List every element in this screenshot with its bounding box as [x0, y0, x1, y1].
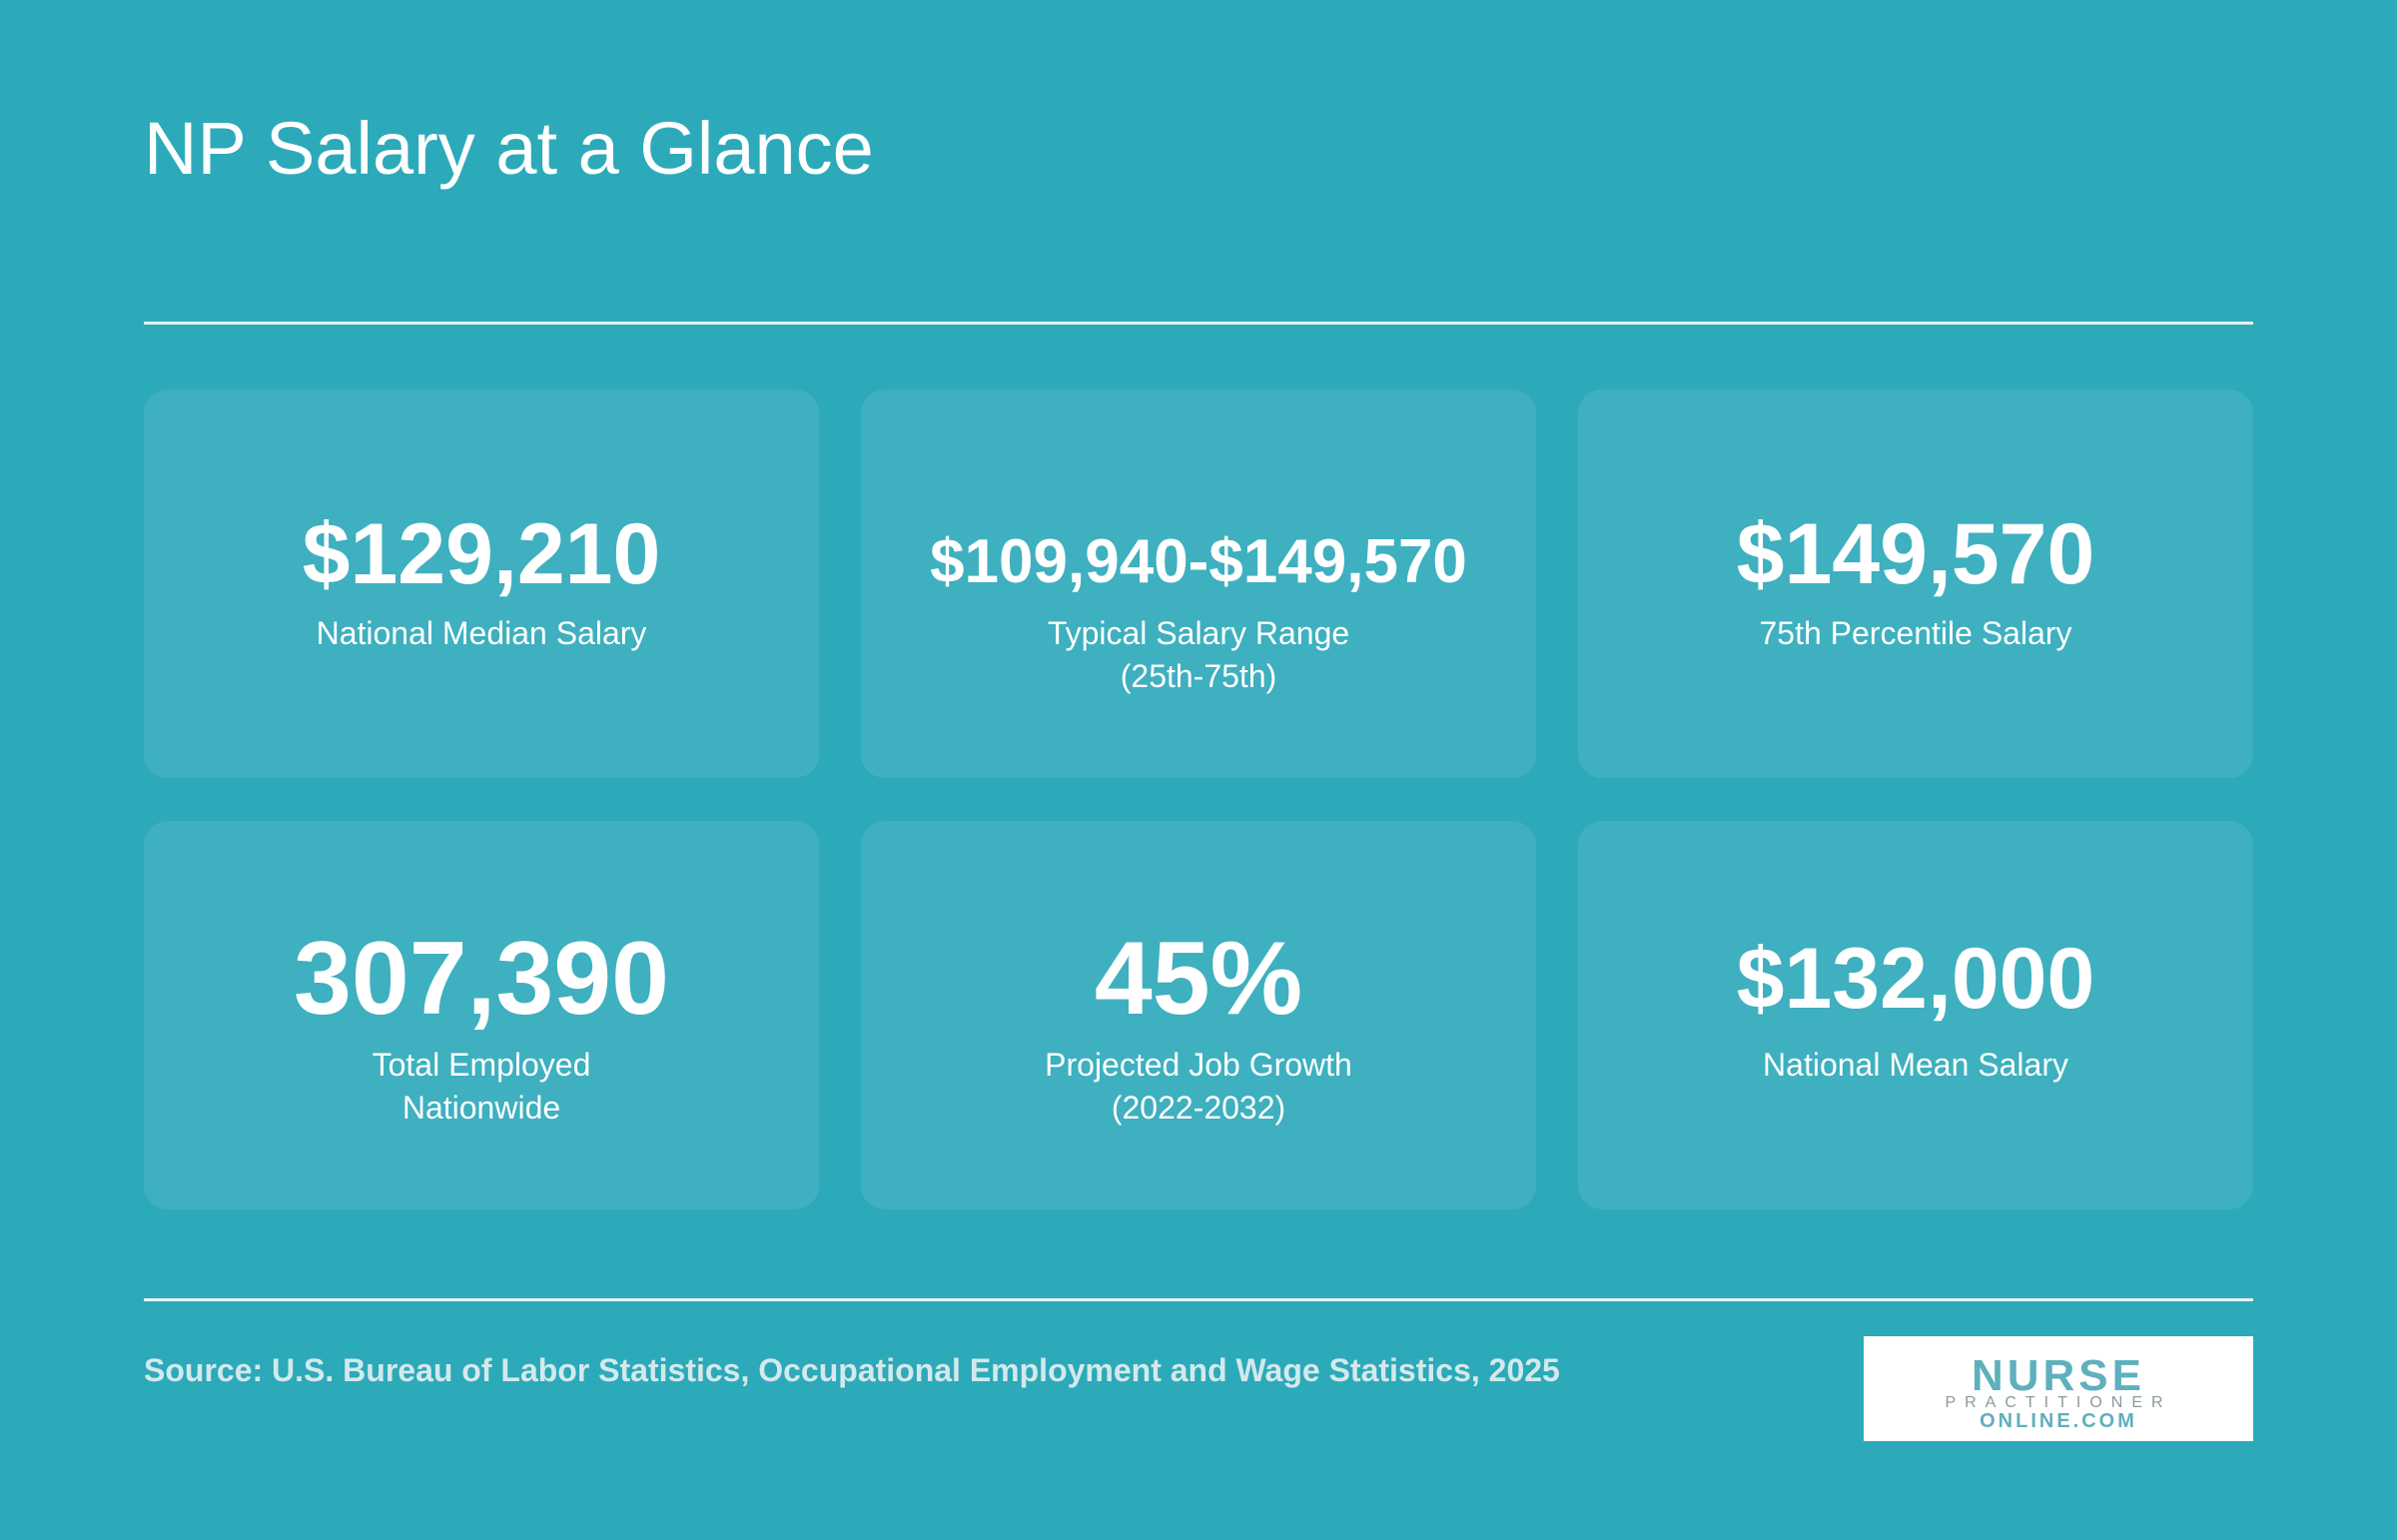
stat-value: 307,390 — [294, 921, 669, 1037]
label-line: (25th-75th) — [1120, 658, 1277, 694]
logo-text: NURSE — [1971, 1351, 2146, 1400]
label-line: Total Employed — [372, 1047, 591, 1083]
label-line: (2022-2032) — [1111, 1090, 1286, 1126]
label-line: National Median Salary — [316, 615, 647, 651]
label-line: 75th Percentile Salary — [1759, 615, 2072, 651]
stat-label: Total Employed Nationwide — [144, 1044, 819, 1130]
logo-text: ONLINE.COM — [1980, 1410, 2137, 1432]
logo-text: PRACTITIONER — [1945, 1394, 2172, 1411]
title: NP Salary at a Glance — [144, 107, 874, 190]
source-note: Source: U.S. Bureau of Labor Statistics,… — [144, 1352, 1560, 1388]
label-line: Typical Salary Range — [1047, 615, 1350, 651]
label-line: Projected Job Growth — [1045, 1047, 1352, 1083]
stat-card: $129,210 National Median Salary — [144, 389, 819, 778]
stat-label: Projected Job Growth (2022-2032) — [861, 1044, 1536, 1130]
stat-label: Typical Salary Range (25th-75th) — [861, 612, 1536, 698]
stat-value: $129,210 — [302, 506, 661, 602]
label-line: National Mean Salary — [1763, 1047, 2068, 1083]
stat-value: $149,570 — [1736, 506, 2095, 602]
stat-card: 307,390 Total Employed Nationwide — [144, 821, 819, 1209]
stat-card: $132,000 National Mean Salary — [1578, 821, 2253, 1209]
stat-value: 45% — [1094, 921, 1303, 1037]
stat-label: 75th Percentile Salary — [1578, 612, 2253, 655]
stat-value: $109,940-$149,570 — [930, 527, 1467, 596]
label-line: Nationwide — [401, 1090, 561, 1126]
stat-card: 45% Projected Job Growth (2022-2032) — [861, 821, 1536, 1209]
stat-card: $149,570 75th Percentile Salary — [1578, 389, 2253, 778]
stat-card: $109,940-$149,570 Typical Salary Range (25… — [861, 389, 1536, 778]
stat-value: $132,000 — [1736, 931, 2095, 1027]
logo: NURSE PRACTITIONER ONLINE.COM — [1864, 1336, 2253, 1441]
divider — [144, 1298, 2253, 1301]
divider — [144, 322, 2253, 325]
stat-label: National Mean Salary — [1578, 1044, 2253, 1087]
stat-label: National Median Salary — [144, 612, 819, 655]
